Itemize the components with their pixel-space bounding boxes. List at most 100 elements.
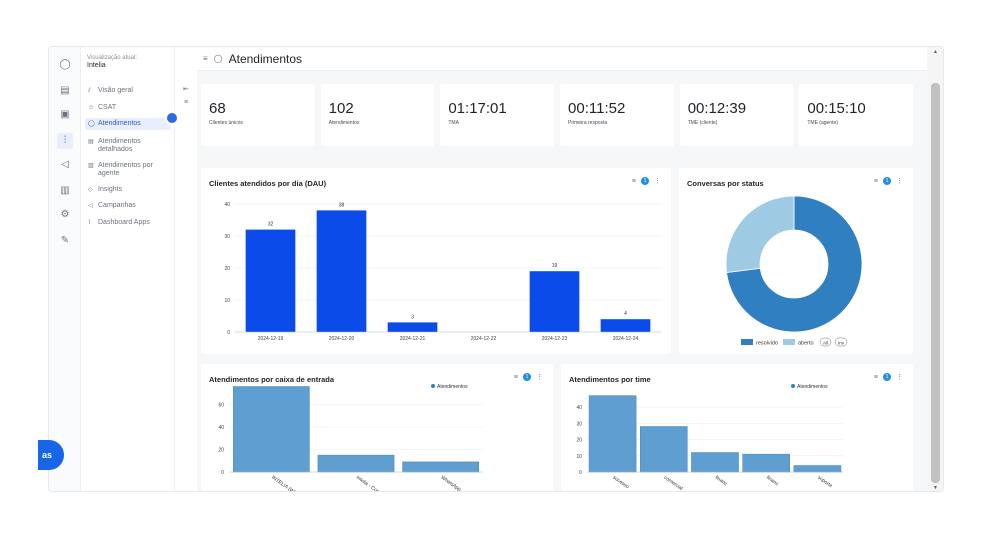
filter-icon[interactable]: ≡ — [631, 177, 636, 185]
more-icon[interactable]: ⋮ — [896, 178, 903, 185]
bar — [691, 452, 739, 473]
card-title: Conversas por status — [687, 179, 764, 188]
more-icon[interactable]: ⋮ — [536, 374, 543, 381]
legend-label: Atendimentos — [437, 384, 468, 390]
filter-icon[interactable]: ≡ — [513, 373, 518, 381]
filter-icon[interactable]: ≡ — [873, 373, 878, 381]
app-window: ◯ ▤ ▣ ⫶ ◁ ▥ ⚙ ✎ Visualização atual: Inte… — [48, 46, 944, 492]
sidebar-toggle-button[interactable] — [165, 111, 179, 125]
more-icon[interactable]: ⋮ — [896, 374, 903, 381]
filter-rail: ⇤ ≡ — [175, 85, 197, 491]
x-tick-label: 2024-12-20 — [329, 336, 355, 342]
card-title: Atendimentos por caixa de entrada — [209, 375, 335, 384]
sidebar-item-label: Insights — [98, 186, 123, 193]
sidebar-item-atendimentos[interactable]: ◯ Atendimentos — [85, 118, 171, 130]
legend-label: resolvido — [756, 341, 778, 347]
kpi-row: 68 Clientes únicos 102 Atendimentos 01:17:… — [201, 84, 914, 146]
y-tick-label: 20 — [224, 266, 230, 272]
kpi-card: 00:15:10 TME (agente) — [799, 84, 914, 146]
page-title: Atendimentos — [228, 51, 303, 66]
sidebar-item-campanhas[interactable]: ◁ Campanhas — [85, 200, 171, 212]
y-tick-label: 40 — [224, 202, 230, 208]
vertical-scrollbar[interactable]: ▲ ▼ — [927, 47, 943, 491]
legend-label: Atendimentos — [797, 384, 828, 390]
filter-count-badge: 1 — [883, 177, 891, 185]
legend-marker — [791, 384, 795, 388]
sidebar-item-label: Dashboard Apps — [98, 219, 150, 226]
sidebar-item-insights[interactable]: ◇ Insights — [85, 184, 171, 196]
y-tick-label: 0 — [579, 470, 582, 476]
x-tick-label: Intelia - Con — [355, 475, 381, 492]
current-view-value[interactable]: Intelia — [87, 62, 106, 69]
sidebar-item-csat[interactable]: ☺ CSAT — [85, 102, 171, 114]
team-bar-chart: 0 10 20 30 40 sucesso comercial financ financ sup… — [576, 384, 843, 492]
sidebar-item-atendimentos-por-agente[interactable]: ▥ Atendimentos por agente — [85, 160, 171, 180]
x-tick-label: 2024-12-23 — [542, 336, 568, 342]
legend-toggle-label: Inv — [838, 341, 845, 346]
x-tick-label: comercial — [663, 475, 684, 492]
kpi-card: 01:17:01 TMA — [440, 84, 555, 146]
x-tick-label: financ — [765, 475, 780, 488]
chat-icon[interactable]: ◯ — [59, 59, 71, 70]
x-tick-label: 2024-12-22 — [471, 336, 497, 342]
y-tick-label: 20 — [576, 438, 582, 444]
x-tick-label: INTELIA (WE — [270, 475, 298, 492]
settings-icon[interactable]: ⚙ — [60, 209, 70, 220]
donut-slice — [725, 195, 795, 273]
filter-icon[interactable]: ≡ — [183, 99, 189, 106]
y-tick-label: 40 — [218, 425, 224, 431]
x-tick-label: 2024-12-21 — [400, 336, 426, 342]
sidebar-item-atendimentos-detalhados[interactable]: ▤ Atendimentos detalhados — [85, 136, 171, 156]
legend-toggle-label: All — [823, 341, 828, 346]
card-tools: ≡ 1 ⋮ — [874, 177, 903, 185]
sidebar-item-visao-geral[interactable]: ⫽ Visão geral — [85, 85, 171, 97]
kpi-value: 00:12:39 — [687, 100, 747, 117]
status-card: Conversas por status ≡ 1 ⋮ resolvido aberto… — [679, 168, 913, 354]
scroll-down-icon[interactable]: ▼ — [933, 485, 938, 491]
reports-icon[interactable]: ⫶ — [57, 133, 73, 149]
menu-icon[interactable]: ≡ — [203, 54, 208, 63]
more-icon[interactable]: ⋮ — [654, 178, 661, 185]
data-label: 32 — [268, 222, 274, 228]
edit-icon[interactable]: ✎ — [60, 235, 70, 246]
link-icon: ⌇ — [88, 220, 91, 226]
bulb-icon: ◇ — [88, 187, 93, 193]
status-donut-chart: resolvido aberto All Inv — [725, 195, 863, 347]
chart-icon: ⫽ — [88, 88, 91, 94]
legend-toggle — [819, 337, 832, 347]
kpi-label: Clientes únicos — [209, 120, 243, 126]
contacts-icon[interactable]: ▣ — [60, 109, 70, 120]
scrollbar-thumb[interactable] — [931, 83, 940, 483]
scroll-up-icon[interactable]: ▲ — [933, 49, 938, 55]
card-title: Clientes atendidos por dia (DAU) — [209, 179, 327, 188]
chat-launcher-button[interactable]: as — [38, 440, 64, 470]
y-tick-label: 10 — [224, 298, 230, 304]
x-tick-label: 2024-12-19 — [258, 336, 284, 342]
library-icon[interactable]: ▥ — [60, 185, 70, 196]
bar — [317, 454, 395, 473]
dau-card: Clientes atendidos por dia (DAU) ≡ 1 ⋮ 0 10… — [201, 168, 671, 354]
filter-icon[interactable]: ≡ — [873, 177, 878, 185]
kpi-label: TME (agente) — [807, 120, 838, 126]
data-label: 3 — [411, 314, 414, 320]
campaign-icon[interactable]: ◁ — [61, 159, 69, 170]
collapse-icon[interactable]: ⇤ — [183, 86, 189, 93]
x-tick-label: financ — [714, 475, 729, 488]
sidebar-item-dashboard-apps[interactable]: ⌇ Dashboard Apps — [85, 217, 171, 229]
bar — [588, 395, 637, 473]
sidebar-item-label: Atendimentos por agente — [98, 162, 153, 177]
kpi-value: 102 — [328, 100, 354, 117]
kpi-label: TMA — [448, 120, 459, 126]
kpi-label: Atendimentos — [328, 120, 360, 126]
data-label: 38 — [339, 202, 345, 208]
legend-toggle — [834, 337, 848, 347]
dau-bar-chart: 0 10 20 30 40 32 2024-12-19 38 2024-12-20 3 2024-1… — [224, 202, 661, 342]
y-tick-label: 40 — [576, 405, 582, 411]
inbox-icon[interactable]: ▤ — [60, 85, 70, 96]
bar — [387, 322, 438, 332]
kpi-value: 01:17:01 — [448, 100, 507, 117]
bar — [232, 386, 310, 473]
bar — [639, 426, 688, 473]
donut-slice — [726, 195, 863, 333]
kpi-value: 68 — [209, 100, 226, 117]
